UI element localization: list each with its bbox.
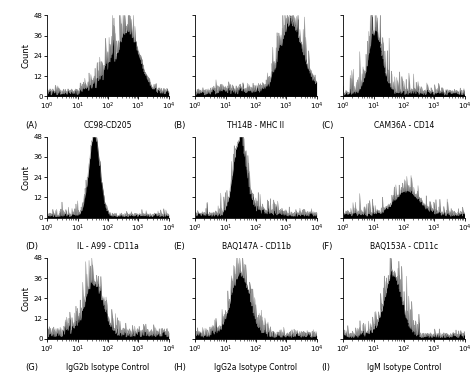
Text: IgG2a Isotype Control: IgG2a Isotype Control <box>214 363 298 372</box>
Text: (D): (D) <box>26 242 38 251</box>
Text: CAM36A - CD14: CAM36A - CD14 <box>374 121 434 129</box>
Y-axis label: Count: Count <box>22 44 31 68</box>
Text: (G): (G) <box>26 363 38 372</box>
Text: (C): (C) <box>321 121 334 129</box>
Y-axis label: Count: Count <box>22 165 31 189</box>
Text: (H): (H) <box>173 363 186 372</box>
Text: CC98-CD205: CC98-CD205 <box>84 121 132 129</box>
Text: TH14B - MHC II: TH14B - MHC II <box>228 121 284 129</box>
Text: BAQ147A - CD11b: BAQ147A - CD11b <box>221 242 291 251</box>
Text: IgM Isotype Control: IgM Isotype Control <box>367 363 441 372</box>
Text: (E): (E) <box>173 242 185 251</box>
Text: (B): (B) <box>173 121 186 129</box>
Text: IL - A99 - CD11a: IL - A99 - CD11a <box>77 242 139 251</box>
Text: (A): (A) <box>26 121 38 129</box>
Text: (F): (F) <box>321 242 333 251</box>
Text: BAQ153A - CD11c: BAQ153A - CD11c <box>370 242 438 251</box>
Y-axis label: Count: Count <box>22 286 31 311</box>
Text: (I): (I) <box>321 363 330 372</box>
Text: IgG2b Isotype Control: IgG2b Isotype Control <box>66 363 150 372</box>
